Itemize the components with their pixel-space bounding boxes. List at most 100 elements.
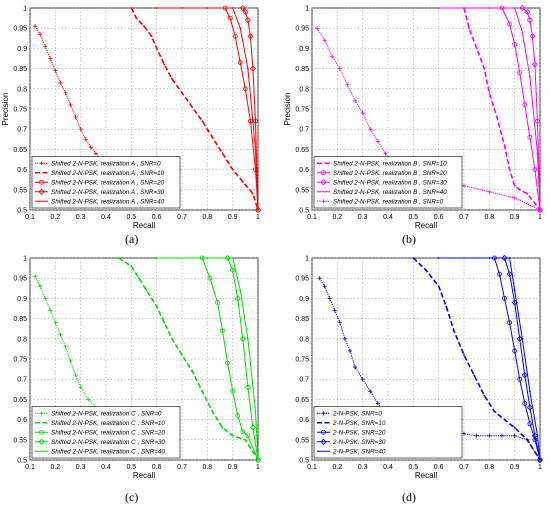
data-point [232,33,238,39]
x-tick-label: 1 [256,464,260,471]
series-line-3 [504,257,541,461]
x-tick-label: 0.1 [25,464,35,471]
data-point [526,17,533,24]
y-tick-label: 1 [23,6,27,13]
x-tick-label: 0.7 [459,214,469,221]
data-point [512,41,518,47]
data-point [254,148,257,151]
data-point [375,401,380,406]
data-point [348,348,352,353]
data-point [521,31,524,34]
y-tick-label: 0.95 [13,276,27,283]
data-point [201,120,204,123]
data-point [513,184,516,187]
y-tick-label: 0.55 [13,437,27,444]
panel-1: 0.1 0.2 0.3 0.4 0.5 0.6 0.7 0.8 0.9 1 0.5 0.55 0.6 0.… [283,4,544,230]
data-point [130,7,133,9]
data-point [517,376,523,382]
legend [31,156,181,209]
data-point [246,337,249,340]
data-point [88,145,93,150]
legend-marker [39,429,44,435]
series-line-3 [242,7,259,211]
legend-entry: Shifted 2-N-PSK, realization A , SNR=0 [51,161,161,168]
data-point [507,21,513,27]
data-point [496,116,498,118]
y-tick-label: 0.55 [13,187,27,194]
data-point [244,384,251,391]
data-point [117,257,120,259]
data-point [327,296,332,301]
y-tick-label: 0.5 [17,208,27,215]
data-point [360,377,365,382]
legend-entry: Shifted 2-N-PSK, realization A , SNR=30 [51,189,165,196]
data-point [130,265,133,267]
data-point [138,277,140,280]
data-point [507,320,513,326]
data-point [230,388,236,394]
y-tick-label: 0.75 [295,357,309,364]
data-point [519,4,526,12]
data-point [474,433,479,438]
data-point [254,410,257,413]
data-point [239,27,242,30]
data-point [437,257,440,259]
data-point [53,320,58,325]
data-point [508,168,511,171]
data-point [517,70,523,76]
data-point [488,7,491,9]
y-tick-label: 0.85 [295,316,309,323]
data-point [249,65,256,72]
data-point [234,295,241,302]
series-line-1 [501,7,541,211]
y-tick-label: 0.65 [295,397,309,404]
legend-marker [38,438,45,445]
data-point [215,300,220,305]
data-point [501,254,508,262]
legend-entry: Shifted 2-N-PSK, realization B , SNR=40 [333,189,447,196]
x-tick-label: 1 [538,464,542,471]
x-tick-label: 0.7 [459,464,469,471]
y-tick-label: 0.9 [17,296,27,303]
data-point [330,54,335,59]
y-tick-label: 0.7 [299,377,309,384]
data-point [512,348,518,354]
y-axis-label: Precision [283,93,292,126]
data-point [345,82,350,87]
y-tick-label: 0.75 [13,107,27,114]
data-point [155,47,158,50]
data-point [322,284,327,289]
legend-marker [321,429,326,435]
x-axis-label: Recall [133,221,155,230]
y-tick-label: 0.95 [295,26,309,33]
data-point [353,365,358,370]
x-tick-label: 0.2 [332,214,342,221]
data-point [360,111,365,116]
data-point [231,434,234,437]
data-point [43,44,48,49]
y-tick-label: 1 [305,6,309,13]
x-tick-label: 0.9 [510,464,520,471]
data-point [242,86,248,92]
data-point [211,410,214,413]
data-point [512,195,517,200]
data-point [252,192,254,195]
legend-entry: 2-N-PSK, SNR=20 [332,430,386,437]
data-point [513,289,516,292]
legend [313,406,463,459]
legend-marker [320,438,327,445]
x-tick-label: 0.1 [25,214,35,221]
data-point [500,433,504,438]
legend-entry: Shifted 2-N-PSK, realization C , SNR=20 [51,430,165,437]
y-tick-label: 0.95 [13,26,27,33]
series-line-4 [316,27,541,211]
data-point [63,344,68,349]
data-point [38,32,43,37]
data-point [135,17,138,19]
data-point [241,180,244,183]
x-tick-label: 0.6 [434,214,444,221]
x-tick-label: 0.4 [383,214,393,221]
data-point [242,8,249,16]
data-point [78,385,83,390]
data-point [33,274,38,279]
